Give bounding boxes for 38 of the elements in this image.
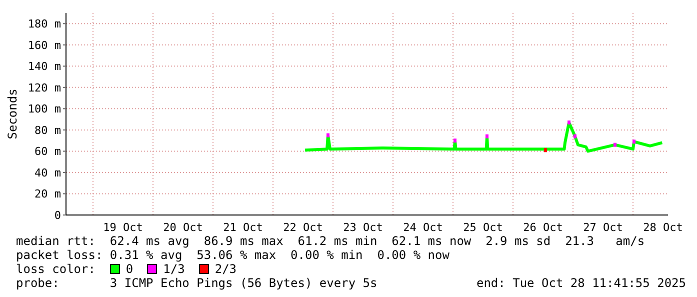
point: [574, 134, 576, 138]
text: packet loss: 0.31 % avg 53.06 % max 0.00 % min 0.00 % now: [16, 248, 450, 262]
y-axis-title: Seconds: [5, 88, 20, 140]
x-tick-label: 20 Oct: [163, 220, 203, 234]
x-tick-label: 24 Oct: [403, 220, 443, 234]
x-tick-label: 21 Oct: [223, 220, 263, 234]
legend-label: 1/3: [163, 262, 185, 276]
legend-title: loss color:: [16, 262, 96, 276]
line-series: [304, 121, 664, 153]
point: [632, 140, 636, 144]
x-tick-label: 26 Oct: [523, 220, 563, 234]
y-tick-label: 180 m: [28, 18, 62, 31]
legend-label: 0: [126, 262, 134, 276]
y-tick-label: 60 m: [34, 145, 62, 158]
x-tick-label: 28 Oct: [643, 220, 683, 234]
y-tick-label: 20 m: [34, 188, 62, 201]
x-tick-label: 23 Oct: [343, 220, 383, 234]
text: median rtt: 62.4 ms avg 86.9 ms max 61.2 ms min 62.1 ms now 2.9 ms sd 21.3 am/s: [16, 234, 646, 248]
x-tick-label: 27 Oct: [583, 220, 623, 234]
y-tick-label: 80 m: [34, 124, 62, 137]
point: [454, 138, 456, 143]
text: end: Tue Oct 28 11:41:55 2025: [476, 276, 686, 290]
point: [486, 134, 488, 138]
y-tick-label: 0: [54, 208, 61, 222]
y-tick-label: 40 m: [34, 166, 62, 180]
y-tick-label: 160 m: [28, 38, 62, 52]
x-tick-label: 19 Oct: [103, 220, 143, 234]
point: [544, 148, 547, 152]
point: [568, 120, 570, 125]
y-tick-label: 140 m: [28, 60, 62, 74]
y-tick-label: 100 m: [28, 102, 62, 116]
x-tick-label: 25 Oct: [463, 220, 503, 234]
text: probe: 3 ICMP Echo Pings (56 Bytes) every 5s: [16, 276, 378, 290]
point: [326, 133, 330, 138]
x-tick-label: 22 Oct: [283, 220, 323, 234]
legend-label: 2/3: [214, 262, 237, 276]
y-tick-label: 120 m: [28, 81, 62, 94]
point: [614, 142, 616, 147]
